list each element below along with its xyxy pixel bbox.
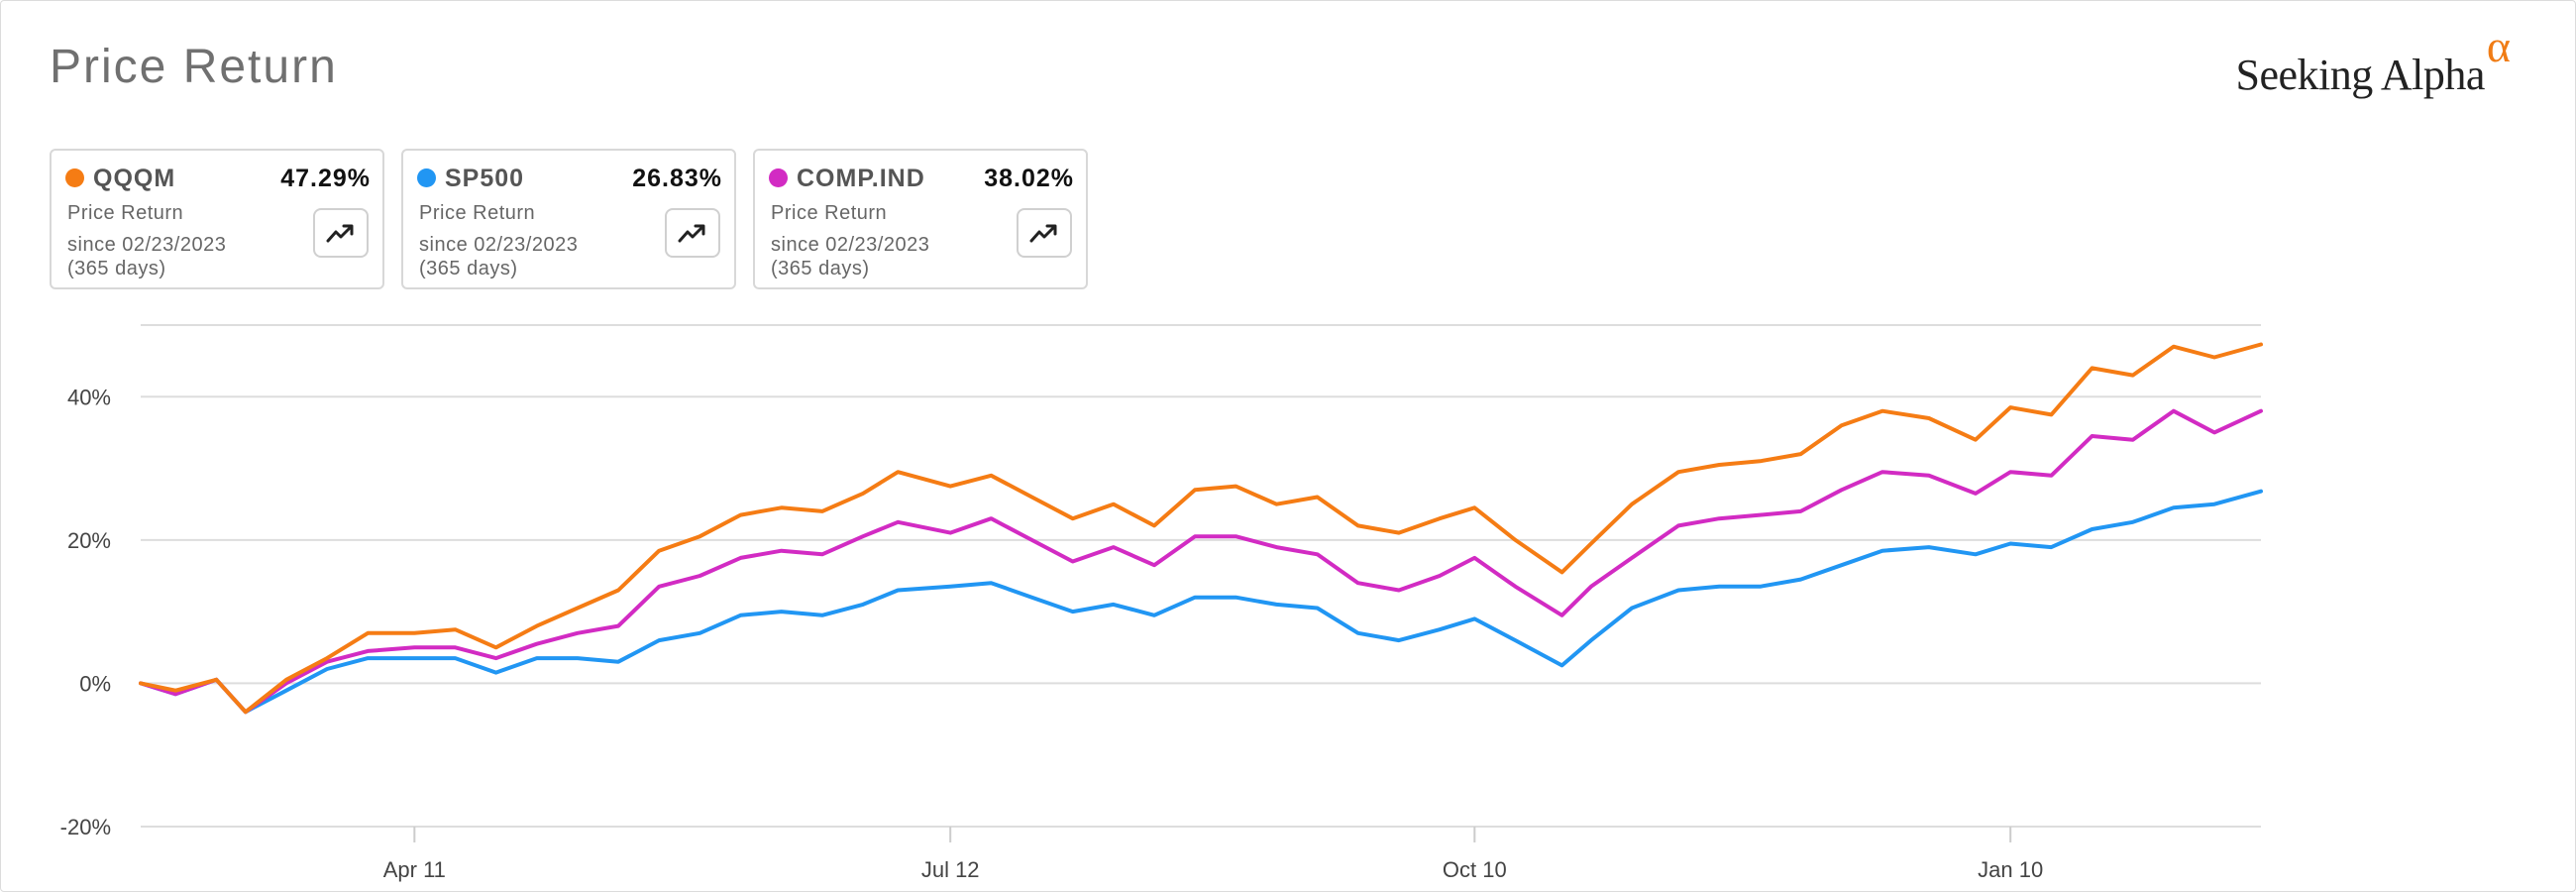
card-period: (365 days) bbox=[419, 258, 518, 279]
x-tick-label: Apr 11 bbox=[383, 857, 446, 882]
trending-up-icon bbox=[678, 224, 705, 243]
series-line-qqqm bbox=[139, 342, 2263, 715]
ticker-card-qqqm[interactable]: QQQM 47.29% Price Return since 02/23/202… bbox=[50, 149, 384, 289]
card-since-date: since 02/23/2023 bbox=[771, 234, 930, 256]
ticker-card-comp-ind[interactable]: COMP.IND 38.02% Price Return since 02/23… bbox=[753, 149, 1088, 289]
card-metric-label: Price Return bbox=[771, 202, 888, 224]
series-line-sp500 bbox=[139, 489, 2263, 715]
card-ticker: COMP.IND bbox=[797, 165, 925, 192]
card-metric-label: Price Return bbox=[419, 202, 536, 224]
ticker-card-sp500[interactable]: SP500 26.83% Price Return since 02/23/20… bbox=[401, 149, 736, 289]
page-title: Price Return bbox=[50, 41, 338, 93]
trending-up-icon bbox=[326, 224, 354, 243]
x-tick-label: Jul 12 bbox=[921, 857, 980, 882]
card-since-date: since 02/23/2023 bbox=[419, 234, 579, 256]
card-return-value: 26.83% bbox=[632, 165, 722, 192]
trend-chart-button[interactable] bbox=[313, 208, 369, 258]
card-since-date: since 02/23/2023 bbox=[67, 234, 227, 256]
series-color-dot bbox=[417, 168, 436, 187]
trend-chart-button[interactable] bbox=[1017, 208, 1072, 258]
y-tick-label: 40% bbox=[67, 385, 111, 409]
series-color-dot bbox=[769, 168, 788, 187]
series-color-dot bbox=[65, 168, 84, 187]
trending-up-icon bbox=[1029, 224, 1057, 243]
y-tick-label: -20% bbox=[60, 815, 111, 839]
brand-name: Seeking Alpha bbox=[2235, 51, 2486, 99]
card-period: (365 days) bbox=[67, 258, 166, 279]
series-line-comp-ind bbox=[139, 408, 2263, 715]
trend-chart-button[interactable] bbox=[665, 208, 720, 258]
ticker-cards: QQQM 47.29% Price Return since 02/23/202… bbox=[50, 149, 1088, 289]
card-period: (365 days) bbox=[771, 258, 870, 279]
card-metric-label: Price Return bbox=[67, 202, 184, 224]
y-tick-label: 0% bbox=[79, 671, 111, 696]
brand-logo: Seeking Alphaα bbox=[2235, 21, 2511, 107]
x-tick-label: Jan 10 bbox=[1978, 857, 2043, 882]
card-return-value: 38.02% bbox=[984, 165, 1074, 192]
card-return-value: 47.29% bbox=[280, 165, 371, 192]
card-ticker: QQQM bbox=[93, 165, 176, 192]
y-tick-label: 20% bbox=[67, 528, 111, 553]
alpha-icon: α bbox=[2486, 21, 2511, 71]
x-tick-label: Oct 10 bbox=[1443, 857, 1507, 882]
card-ticker: SP500 bbox=[445, 165, 525, 192]
